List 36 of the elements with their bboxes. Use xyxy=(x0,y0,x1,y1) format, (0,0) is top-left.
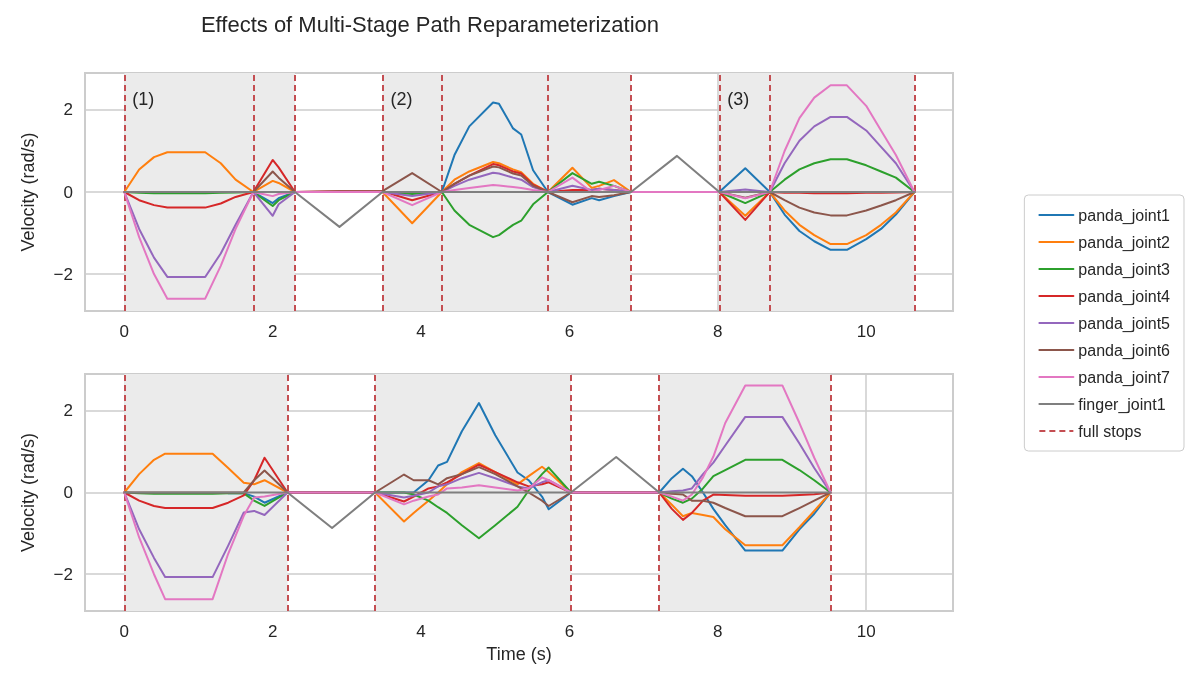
x-tick-label: 8 xyxy=(713,622,723,641)
y-axis-title: Velocity (rad/s) xyxy=(18,432,38,553)
x-tick-label: 6 xyxy=(564,322,575,341)
x-tick-label: 6 xyxy=(564,622,575,641)
annotation: (2) xyxy=(390,89,413,109)
y-tick-label: 2 xyxy=(63,401,73,421)
x-tick-label: 10 xyxy=(856,622,876,641)
x-tick-label: 8 xyxy=(713,322,723,341)
y-tick-label: −2 xyxy=(53,564,73,584)
y-tick-label: −2 xyxy=(53,264,73,284)
legend-label: panda_joint7 xyxy=(1078,368,1171,387)
legend-label: finger_joint1 xyxy=(1078,395,1166,414)
y-axis-title: Velocity (rad/s) xyxy=(18,132,38,252)
y-tick-label: 0 xyxy=(63,483,73,502)
x-tick-label: 0 xyxy=(119,322,130,341)
line-series xyxy=(123,84,916,300)
x-tick-label: 10 xyxy=(856,322,876,341)
x-tick-label: 0 xyxy=(119,622,130,641)
annotation: (1) xyxy=(132,89,155,109)
x-tick-label: 4 xyxy=(416,622,426,641)
y-tick-label: 2 xyxy=(63,100,73,120)
x-axis-title: Time (s) xyxy=(486,643,552,664)
y-tick-label: 0 xyxy=(63,182,73,202)
line-series xyxy=(123,384,832,601)
x-tick-label: 2 xyxy=(267,322,278,341)
legend-label: full stops xyxy=(1078,422,1142,440)
legend-label: panda_joint3 xyxy=(1078,260,1171,279)
legend-label: panda_joint5 xyxy=(1078,314,1171,333)
annotation: (3) xyxy=(727,89,750,109)
x-tick-label: 2 xyxy=(267,622,278,641)
legend-label: panda_joint4 xyxy=(1078,287,1171,306)
legend-label: panda_joint6 xyxy=(1078,341,1171,360)
legend-label: panda_joint1 xyxy=(1078,206,1171,225)
x-tick-label: 4 xyxy=(416,322,426,341)
legend-label: panda_joint2 xyxy=(1078,233,1171,252)
chart-title: Effects of Multi-Stage Path Reparameterization xyxy=(200,11,660,37)
